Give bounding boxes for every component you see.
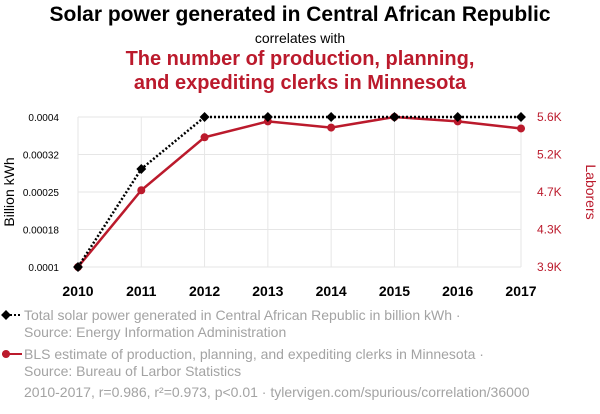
series2-point (327, 123, 336, 132)
y-tick-label-right: 4.7K (537, 185, 562, 199)
legend-text-series1-line2: Source: Energy Information Administratio… (24, 324, 287, 340)
series2-point (137, 186, 146, 195)
y-axis-label-right: Laborers (583, 164, 599, 219)
title2-line1: The number of production, planning, (125, 48, 475, 70)
series-layer (73, 112, 526, 272)
series1-line (76, 115, 521, 268)
chart-subtitle: correlates with (254, 30, 346, 46)
x-tick-label: 2017 (505, 283, 536, 299)
y-tick-label-left: 0.00032 (23, 151, 60, 162)
series2-point (517, 124, 525, 133)
series2-line (77, 115, 522, 268)
legend-text-series1-line1: Total solar power generated in Central A… (24, 307, 461, 323)
title2-line2: and expediting clerks in Minnesota (133, 72, 467, 94)
x-tick-label: 2013 (252, 283, 283, 299)
y-axis-label-left: Billion kWh (1, 157, 17, 226)
y-tick-label-right: 4.3K (537, 223, 562, 237)
legend-marker-series1 (1, 310, 22, 320)
y-tick-label-right: 5.2K (537, 148, 562, 162)
y-tick-label-right: 5.6K (537, 110, 562, 124)
footer-stats: 2010-2017, r=0.986, r²=0.973, p<0.01 · t… (24, 384, 530, 400)
chart-title: Solar power generated in Central African… (49, 3, 551, 26)
y-tick-label-left: 0.0004 (28, 113, 59, 124)
legend-marker-series2 (2, 350, 22, 358)
y-tick-label-left: 0.0001 (28, 263, 59, 274)
x-tick-label: 2015 (379, 283, 410, 299)
y-tick-label-left: 0.00025 (23, 188, 60, 199)
x-tick-label: 2016 (442, 283, 473, 299)
legend-text-series2-line2: Source: Bureau of Larbor Statistics (24, 363, 242, 379)
series1-point (136, 164, 147, 174)
tick-labels: 0.0001 0.00018 0.00025 0.00032 0.0004 3.9K 4.3… (23, 110, 562, 299)
x-tick-label: 2012 (189, 283, 220, 299)
series2-point (200, 133, 209, 142)
series1-point (516, 112, 526, 122)
y-tick-label-left: 0.00018 (23, 226, 60, 237)
series1-point (389, 112, 400, 122)
x-tick-label: 2011 (126, 283, 157, 299)
y-tick-label-right: 3.9K (537, 260, 562, 274)
legend-text-series2-line1: BLS estimate of production, planning, an… (24, 346, 484, 362)
x-tick-label: 2014 (316, 283, 347, 299)
series1-point (199, 112, 210, 122)
series1-point (326, 112, 337, 122)
chart-title-secondary: The number of production, planning, and … (0, 47, 600, 95)
x-tick-label: 2010 (62, 283, 93, 299)
